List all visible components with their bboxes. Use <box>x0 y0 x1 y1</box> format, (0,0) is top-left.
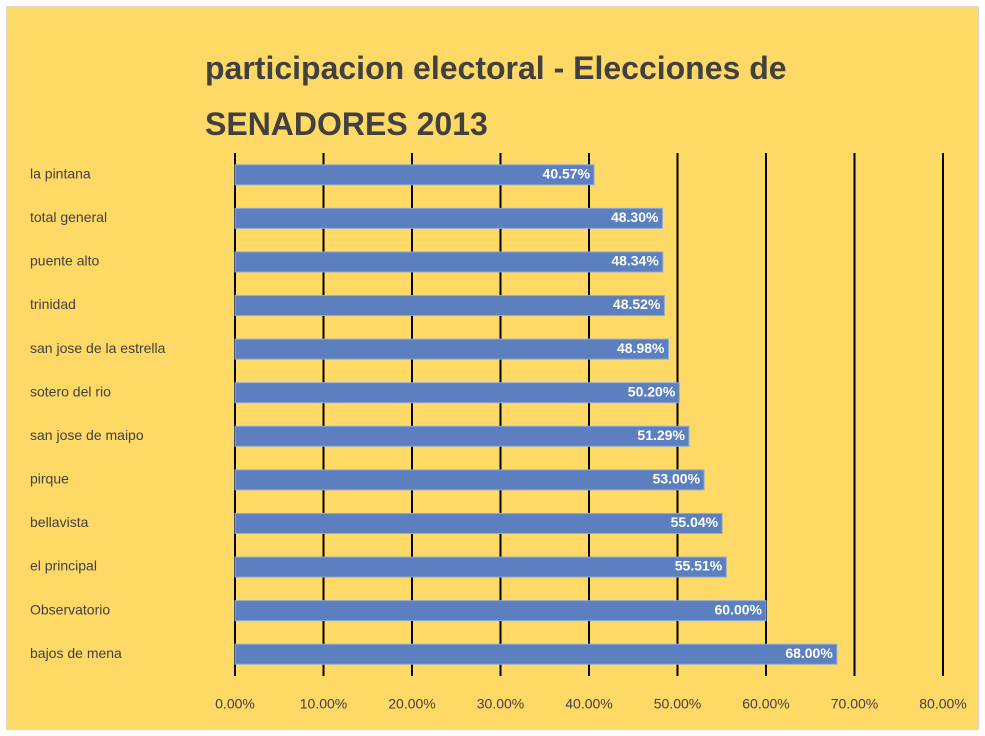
bar <box>234 469 705 491</box>
bar <box>234 512 723 534</box>
bar <box>234 207 663 229</box>
data-label: 53.00% <box>653 471 701 487</box>
data-label: 50.20% <box>628 383 676 399</box>
y-tick-label: la pintana <box>30 165 91 181</box>
chart-title: participacion electoral - Elecciones de … <box>205 50 787 142</box>
bar <box>234 425 690 447</box>
x-tick-label: 10.00% <box>300 696 347 712</box>
x-tick-label: 50.00% <box>654 696 701 712</box>
y-tick-label: san jose de la estrella <box>30 340 166 356</box>
data-label: 55.51% <box>675 558 723 574</box>
data-label: 48.30% <box>611 209 659 225</box>
bar <box>234 295 665 317</box>
bar <box>234 382 680 404</box>
y-tick-label: san jose de maipo <box>30 427 144 443</box>
bar <box>234 556 727 578</box>
y-tick-label: total general <box>30 209 107 225</box>
data-label: 68.00% <box>785 645 833 661</box>
data-label: 60.00% <box>715 601 763 617</box>
bar <box>234 338 669 360</box>
y-tick-label: Observatorio <box>30 601 110 617</box>
data-label: 48.52% <box>613 296 661 312</box>
bar <box>234 643 838 665</box>
bar <box>234 600 767 622</box>
x-tick-label: 40.00% <box>565 696 612 712</box>
y-tick-label: bajos de mena <box>30 645 122 661</box>
y-tick-label: bellavista <box>30 514 89 530</box>
x-tick-label: 30.00% <box>477 696 524 712</box>
y-tick-label: sotero del rio <box>30 383 111 399</box>
data-label: 40.57% <box>543 165 591 181</box>
x-tick-label: 60.00% <box>742 696 789 712</box>
y-tick-label: pirque <box>30 471 69 487</box>
x-tick-label: 70.00% <box>831 696 878 712</box>
bar <box>234 251 664 273</box>
y-tick-label: puente alto <box>30 253 99 269</box>
y-tick-label: trinidad <box>30 296 76 312</box>
x-tick-label: 0.00% <box>215 696 255 712</box>
data-label: 55.04% <box>671 514 719 530</box>
data-label: 51.29% <box>637 427 685 443</box>
y-tick-label: el principal <box>30 558 97 574</box>
bar <box>234 164 595 186</box>
data-label: 48.34% <box>611 253 659 269</box>
data-label: 48.98% <box>617 340 665 356</box>
x-tick-label: 80.00% <box>919 696 966 712</box>
x-tick-label: 20.00% <box>388 696 435 712</box>
